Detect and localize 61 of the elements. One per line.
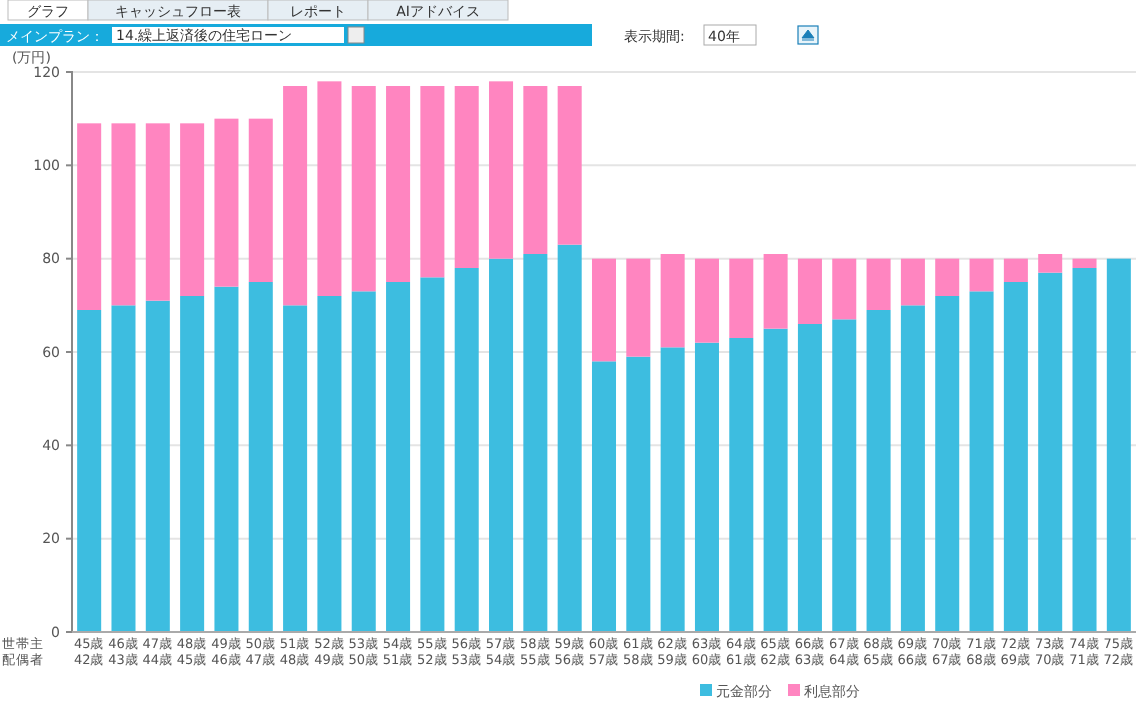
bar xyxy=(1038,272,1063,632)
bar xyxy=(420,277,445,632)
bar xyxy=(935,258,960,296)
bar xyxy=(489,81,514,259)
bar xyxy=(591,361,617,632)
bar xyxy=(111,305,136,632)
bar xyxy=(1072,258,1097,268)
bar xyxy=(351,291,376,632)
bar xyxy=(1003,258,1028,282)
bar xyxy=(626,258,651,357)
bar xyxy=(900,258,925,306)
bar xyxy=(523,86,548,254)
bar xyxy=(694,258,719,343)
bar xyxy=(420,86,445,278)
bar xyxy=(180,123,205,296)
bar xyxy=(729,258,754,338)
bar xyxy=(386,282,411,632)
bar xyxy=(832,258,857,320)
bar xyxy=(660,254,685,348)
bar xyxy=(1072,268,1097,632)
bar xyxy=(866,310,891,632)
bar xyxy=(454,268,479,632)
bar xyxy=(1003,282,1028,632)
bar xyxy=(214,118,239,287)
bar xyxy=(969,291,994,632)
bar xyxy=(694,342,719,632)
bar xyxy=(77,123,102,310)
bar xyxy=(763,328,788,632)
bar xyxy=(111,123,136,306)
bar xyxy=(969,258,994,292)
bar xyxy=(489,258,514,632)
bar xyxy=(386,86,411,282)
bar xyxy=(866,258,891,310)
bar xyxy=(283,86,308,306)
bar xyxy=(77,310,102,632)
bar xyxy=(1038,254,1063,273)
bar xyxy=(763,254,788,329)
bar xyxy=(935,296,960,632)
bar xyxy=(248,118,273,282)
bar xyxy=(248,282,273,632)
bar xyxy=(557,86,582,245)
bar xyxy=(557,244,582,632)
bar xyxy=(145,300,170,632)
bar xyxy=(900,305,925,632)
bar xyxy=(523,254,548,632)
bar xyxy=(214,286,239,632)
bar xyxy=(1106,258,1131,632)
bar xyxy=(797,258,822,324)
bar xyxy=(832,319,857,632)
bar xyxy=(351,86,376,292)
bar xyxy=(283,305,308,632)
bar xyxy=(626,356,651,632)
bar xyxy=(660,347,685,632)
bar xyxy=(454,86,479,268)
bar xyxy=(145,123,170,301)
bar xyxy=(317,296,342,632)
bar xyxy=(729,338,754,632)
bar xyxy=(591,258,617,362)
bar xyxy=(797,324,822,632)
bar xyxy=(180,296,205,632)
bar xyxy=(317,81,342,296)
